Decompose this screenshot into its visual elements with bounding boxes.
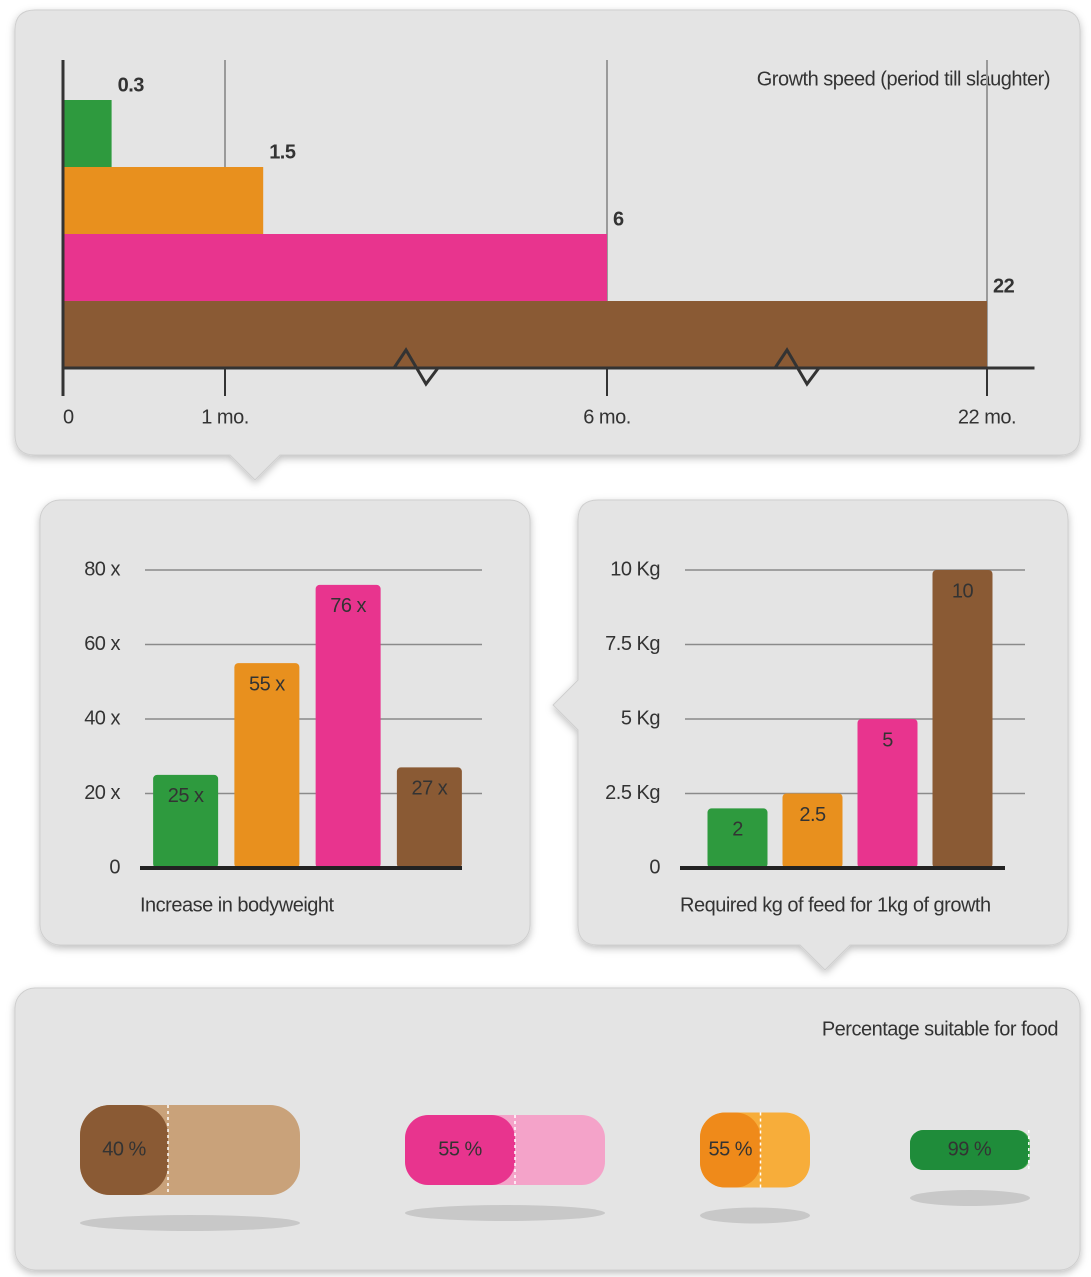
value-label: 40 % [102,1138,146,1160]
bar [234,663,300,868]
value-label: 6 [613,208,624,230]
value-label: 99 % [948,1138,992,1160]
y-tick-label: 0 [649,856,660,878]
value-label: 22 [993,275,1015,297]
bar [63,167,264,234]
axis-break [773,347,821,387]
edible-part [405,1115,515,1185]
edible-part [80,1105,168,1195]
value-label: 1.5 [269,141,296,163]
value-label: 10 [952,580,974,602]
value-label: 55 % [708,1138,752,1160]
value-label: 76 x [330,595,366,617]
bar [63,234,607,301]
chart-title: Percentage suitable for food [822,1018,1058,1040]
value-label: 25 x [168,785,204,807]
value-label: 27 x [411,778,447,800]
bar [857,719,918,868]
bar [707,808,768,868]
shadow [910,1190,1030,1206]
bar [153,774,219,868]
y-tick-label: 10 Kg [610,558,660,580]
shadow [405,1205,605,1221]
y-tick-label: 80 x [84,558,120,580]
shadow [80,1215,300,1231]
y-tick-label: 0 [109,856,120,878]
bar [396,767,462,868]
x-tick-label: 0 [63,406,74,428]
shadow [700,1207,810,1224]
bar [63,301,987,368]
bar [932,570,993,868]
value-label: 55 x [249,673,285,695]
value-label: 55 % [438,1138,482,1160]
x-tick-label: 6 mo. [583,406,631,428]
x-axis-label: Required kg of feed for 1kg of growth [680,894,991,916]
axis-break [392,347,440,387]
x-axis-label: Increase in bodyweight [140,894,335,916]
chart-title: Growth speed (period till slaughter) [757,68,1050,90]
value-label: 0.3 [118,74,145,96]
y-tick-label: 2.5 Kg [605,782,660,804]
x-tick-label: 1 mo. [201,406,249,428]
bar [63,100,112,167]
x-tick-label: 22 mo. [958,406,1016,428]
y-tick-label: 7.5 Kg [605,633,660,655]
edible-part [700,1112,761,1188]
edible-part [910,1130,1029,1170]
value-label: 2 [732,819,743,841]
y-tick-label: 20 x [84,782,120,804]
bar [315,584,381,868]
bar [782,793,843,868]
value-label: 5 [882,729,893,751]
y-tick-label: 5 Kg [621,707,660,729]
y-tick-label: 40 x [84,707,120,729]
value-label: 2.5 [799,804,826,826]
y-tick-label: 60 x [84,633,120,655]
